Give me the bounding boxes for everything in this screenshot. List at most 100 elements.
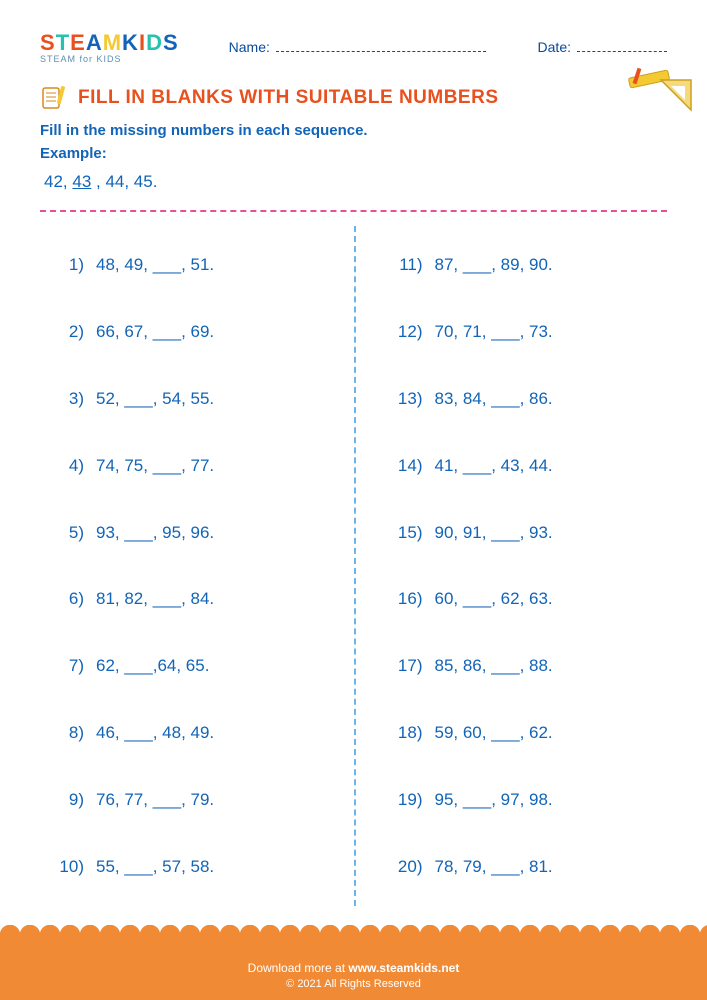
problem-row: 17) 85, 86, ___, 88. (379, 656, 668, 676)
logo-letter: E (70, 30, 86, 56)
problem-sequence: 95, ___, 97, 98. (435, 790, 553, 810)
problem-row: 5) 93, ___, 95, 96. (40, 523, 329, 543)
problem-number: 5) (40, 523, 84, 543)
problem-row: 8) 46, ___, 48, 49. (40, 723, 329, 743)
name-field: Name: (229, 39, 486, 55)
problem-sequence: 90, 91, ___, 93. (435, 523, 553, 543)
problem-number: 7) (40, 656, 84, 676)
logo: STEAM KIDS STEAM for KIDS (40, 30, 179, 64)
problem-number: 12) (379, 322, 423, 342)
problem-row: 11) 87, ___, 89, 90. (379, 255, 668, 275)
problem-number: 6) (40, 589, 84, 609)
problem-row: 14) 41, ___, 43, 44. (379, 456, 668, 476)
problem-number: 10) (40, 857, 84, 877)
problem-sequence: 59, 60, ___, 62. (435, 723, 553, 743)
footer-url: www.steamkids.net (348, 961, 459, 975)
logo-letter: M (103, 30, 122, 56)
problem-row: 13) 83, 84, ___, 86. (379, 389, 668, 409)
problem-number: 20) (379, 857, 423, 877)
footer-scallop-decoration (0, 925, 707, 945)
problem-sequence: 62, ___,64, 65. (96, 656, 209, 676)
logo-letter: I (139, 30, 146, 56)
problem-sequence: 81, 82, ___, 84. (96, 589, 214, 609)
problem-row: 12) 70, 71, ___, 73. (379, 322, 668, 342)
footer: Download more at www.steamkids.net © 202… (0, 935, 707, 1000)
problem-sequence: 48, 49, ___, 51. (96, 255, 214, 275)
problem-sequence: 76, 77, ___, 79. (96, 790, 214, 810)
problem-row: 1) 48, 49, ___, 51. (40, 255, 329, 275)
problem-number: 3) (40, 389, 84, 409)
problem-number: 17) (379, 656, 423, 676)
problem-number: 15) (379, 523, 423, 543)
example-label: Example: (40, 145, 667, 162)
problem-sequence: 70, 71, ___, 73. (435, 322, 553, 342)
problem-number: 11) (379, 255, 423, 275)
date-field: Date: (538, 39, 667, 55)
problem-row: 20) 78, 79, ___, 81. (379, 857, 668, 877)
problem-sequence: 60, ___, 62, 63. (435, 589, 553, 609)
problem-row: 4) 74, 75, ___, 77. (40, 456, 329, 476)
problem-sequence: 93, ___, 95, 96. (96, 523, 214, 543)
paper-pencil-icon (40, 84, 68, 112)
example-suffix: , 44, 45. (91, 172, 157, 191)
problem-number: 2) (40, 322, 84, 342)
problem-number: 14) (379, 456, 423, 476)
footer-copyright: © 2021 All Rights Reserved (0, 978, 707, 990)
example-prefix: 42, (44, 172, 72, 191)
problem-number: 18) (379, 723, 423, 743)
problem-number: 8) (40, 723, 84, 743)
name-label: Name: (229, 39, 270, 55)
logo-subtitle: STEAM for KIDS (40, 54, 122, 64)
vertical-divider (354, 226, 356, 906)
logo-letter: D (146, 30, 163, 56)
problem-sequence: 83, 84, ___, 86. (435, 389, 553, 409)
problem-number: 13) (379, 389, 423, 409)
problem-sequence: 74, 75, ___, 77. (96, 456, 214, 476)
ruler-triangle-icon (625, 66, 695, 121)
problem-sequence: 46, ___, 48, 49. (96, 723, 214, 743)
problem-number: 16) (379, 589, 423, 609)
logo-letter: T (56, 30, 70, 56)
header-row: STEAM KIDS STEAM for KIDS Name: Date: (40, 30, 667, 64)
problem-sequence: 85, 86, ___, 88. (435, 656, 553, 676)
problem-row: 2) 66, 67, ___, 69. (40, 322, 329, 342)
logo-main: STEAM KIDS (40, 30, 179, 56)
title-row: FILL IN BLANKS WITH SUITABLE NUMBERS (40, 84, 667, 112)
logo-letter: A (86, 30, 103, 56)
instruction-text: Fill in the missing numbers in each sequ… (40, 122, 667, 139)
logo-letter: K (122, 30, 139, 56)
problem-row: 16) 60, ___, 62, 63. (379, 589, 668, 609)
problem-number: 19) (379, 790, 423, 810)
worksheet-page: STEAM KIDS STEAM for KIDS Name: Date: FI… (0, 0, 707, 906)
logo-letter: S (163, 30, 179, 56)
problems-column-right: 11) 87, ___, 89, 90. 12) 70, 71, ___, 73. 13… (339, 226, 668, 906)
problem-row: 18) 59, 60, ___, 62. (379, 723, 668, 743)
problem-row: 9) 76, 77, ___, 79. (40, 790, 329, 810)
problem-row: 10) 55, ___, 57, 58. (40, 857, 329, 877)
problem-sequence: 87, ___, 89, 90. (435, 255, 553, 275)
logo-letter: S (40, 30, 56, 56)
problem-row: 7) 62, ___,64, 65. (40, 656, 329, 676)
problems-container: 1) 48, 49, ___, 51. 2) 66, 67, ___, 69. 3) 52… (40, 226, 667, 906)
problem-row: 15) 90, 91, ___, 93. (379, 523, 668, 543)
date-input-line[interactable] (577, 42, 667, 52)
date-label: Date: (538, 39, 571, 55)
footer-download-prefix: Download more at (248, 961, 349, 975)
problem-sequence: 78, 79, ___, 81. (435, 857, 553, 877)
page-title: FILL IN BLANKS WITH SUITABLE NUMBERS (78, 87, 499, 109)
problem-number: 9) (40, 790, 84, 810)
problem-sequence: 52, ___, 54, 55. (96, 389, 214, 409)
problem-sequence: 66, 67, ___, 69. (96, 322, 214, 342)
horizontal-divider (40, 210, 667, 212)
problem-number: 4) (40, 456, 84, 476)
example-answer: 43 (72, 172, 91, 191)
problems-column-left: 1) 48, 49, ___, 51. 2) 66, 67, ___, 69. 3) 52… (40, 226, 339, 906)
footer-download-line: Download more at www.steamkids.net (0, 961, 707, 975)
problem-number: 1) (40, 255, 84, 275)
example-sequence: 42, 43 , 44, 45. (44, 172, 667, 192)
name-input-line[interactable] (276, 42, 486, 52)
problem-row: 3) 52, ___, 54, 55. (40, 389, 329, 409)
problem-row: 19) 95, ___, 97, 98. (379, 790, 668, 810)
problem-sequence: 41, ___, 43, 44. (435, 456, 553, 476)
problem-sequence: 55, ___, 57, 58. (96, 857, 214, 877)
